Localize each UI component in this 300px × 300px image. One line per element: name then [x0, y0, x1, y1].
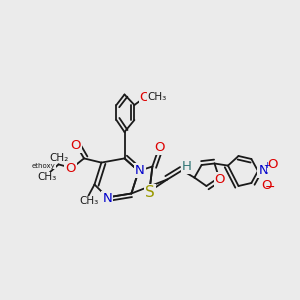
Text: CH₃: CH₃	[148, 92, 167, 102]
Text: N: N	[135, 164, 145, 177]
Text: O: O	[268, 158, 278, 171]
Text: O: O	[261, 179, 272, 192]
Text: ethoxy: ethoxy	[32, 163, 56, 169]
Text: O: O	[65, 162, 76, 175]
Text: O: O	[154, 141, 165, 154]
Text: CH₃: CH₃	[38, 172, 57, 182]
Text: CH₃: CH₃	[79, 196, 98, 206]
Text: O: O	[71, 139, 81, 152]
Text: O: O	[140, 91, 150, 104]
Text: −: −	[265, 181, 275, 194]
Text: N: N	[103, 192, 112, 206]
Text: O: O	[215, 172, 225, 186]
Text: N: N	[259, 164, 268, 177]
Text: S: S	[146, 185, 155, 200]
Text: +: +	[264, 161, 270, 170]
Text: H: H	[182, 160, 191, 173]
Text: CH₂: CH₂	[49, 153, 68, 163]
